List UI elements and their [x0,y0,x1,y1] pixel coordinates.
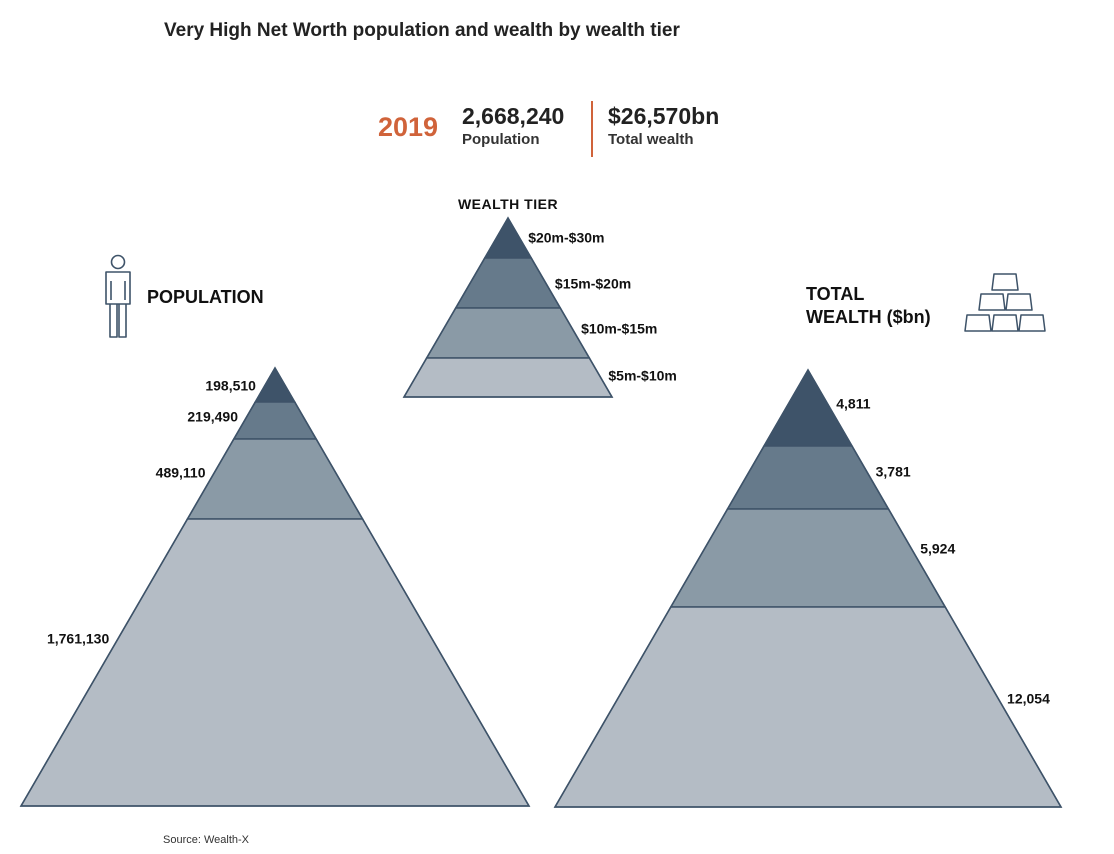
wealth-tier-tier-20-30m-label: $20m-$30m [528,230,604,246]
population-tier-10-15m-label: 489,110 [156,465,206,481]
wealth-heading-line2: WEALTH ($bn) [806,307,931,327]
wealth-tier-5-10m-label: 12,054 [1007,691,1050,707]
wealth-total-label: Total wealth [608,131,694,148]
year-label: 2019 [378,112,439,142]
kpi-divider [591,101,593,157]
population-tier-15-20m-segment [232,401,318,440]
wealth-tier-tier-10-15m-label: $10m-$15m [581,321,657,337]
wealth-heading-line1: TOTAL [806,284,865,304]
wealth-tier-10-15m-segment [669,508,947,608]
wealth-tier-15-20m-label: 3,781 [876,464,911,480]
chart-title: Very High Net Worth population and wealt… [164,20,680,41]
population-tier-20-30m-segment [253,366,297,403]
population-tier-5-10m-label: 1,761,130 [47,631,109,647]
population-tier-15-20m-label: 219,490 [187,409,238,425]
wealth-tier-tier-5-10m-label: $5m-$10m [608,368,677,384]
wealth-tier-tier-20-30m-segment [483,216,533,259]
wealth-tier-15-20m-segment [726,445,890,510]
population-total-label: Population [462,131,540,148]
wealth-total: $26,570bn [608,103,720,129]
wealth-kpi: $26,570bn Total wealth [608,103,719,148]
wealth-pyramid: 4,811 3,781 5,924 12,054 [553,368,1063,808]
population-heading: POPULATION [147,287,264,307]
population-tier-10-15m-segment [186,438,364,520]
population-outline [19,366,531,807]
person-icon [105,254,131,338]
wealth-tier-title: WEALTH TIER [458,196,558,212]
wealth-outline [553,368,1063,808]
wealth-tier-10-15m-label: 5,924 [920,541,955,557]
source-note: Source: Wealth-X [163,834,250,846]
wealth-tier-tier-15-20m-label: $15m-$20m [555,276,631,292]
wealth-heading: TOTAL WEALTH ($bn) [806,283,931,329]
population-tier-20-30m-label: 198,510 [205,378,256,394]
wealth-tier-tier-15-20m-segment [454,257,562,309]
population-kpi: 2,668,240 Population [462,103,564,148]
wealth-tier-5-10m-segment [553,606,1063,808]
population-pyramid: 198,510 219,490 489,110 1,761,130 [19,366,531,807]
wealth-tier-pyramid: $20m-$30m $15m-$20m $10m-$15m $5m-$10m WEALT… [402,196,677,398]
wealth-tier-20-30m-label: 4,811 [836,396,870,412]
population-tier-5-10m-segment [19,518,531,807]
wealth-tier-tier-5-10m-segment [402,357,614,398]
population-total: 2,668,240 [462,103,565,129]
wealth-tier-outline [402,216,614,398]
gold-bars-icon [964,273,1046,332]
